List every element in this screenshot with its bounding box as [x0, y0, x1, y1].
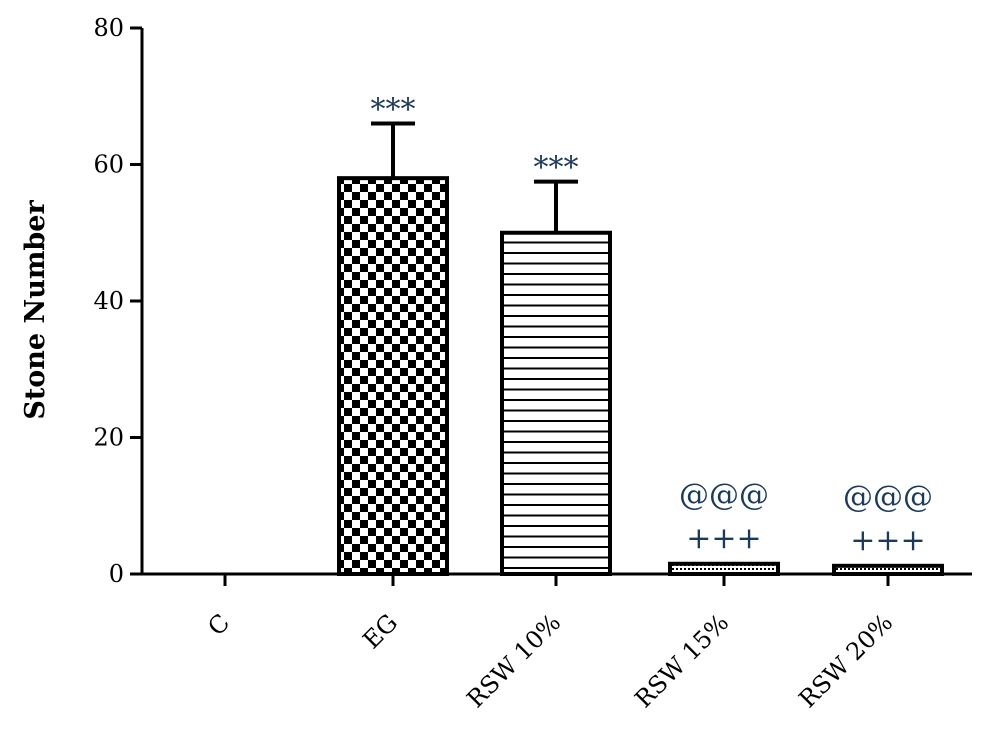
y-tick-label: 0 — [109, 560, 124, 588]
x-tick-label: RSW 20% — [793, 608, 898, 713]
x-tick-label: C — [202, 608, 235, 641]
x-tick-label: EG — [357, 608, 403, 654]
y-tick-label: 60 — [93, 151, 124, 179]
bars — [337, 121, 944, 577]
y-tick-label: 80 — [93, 14, 124, 42]
significance-annotation: +++ — [850, 523, 925, 558]
significance-annotation: +++ — [686, 521, 761, 556]
bar — [337, 176, 449, 576]
bar — [832, 563, 944, 576]
significance-annotation: @@@ — [679, 478, 769, 513]
x-tick-label: RSW 15% — [629, 608, 734, 713]
x-tick-label: RSW 10% — [461, 608, 566, 713]
annotations: *** *** @@@ +++ @@@ +++ — [371, 93, 934, 558]
significance-annotation: *** — [371, 93, 416, 128]
bar — [668, 561, 780, 577]
bar — [500, 230, 612, 576]
y-axis: 0 20 40 60 80 — [93, 14, 144, 588]
significance-annotation: *** — [534, 151, 579, 186]
y-tick-label: 20 — [93, 424, 124, 452]
y-axis-title: Stone Number — [20, 200, 51, 420]
y-tick-label: 40 — [93, 287, 124, 315]
significance-annotation: @@@ — [843, 480, 933, 515]
x-axis: C EG RSW 10% RSW 15% RSW 20% — [140, 572, 972, 713]
